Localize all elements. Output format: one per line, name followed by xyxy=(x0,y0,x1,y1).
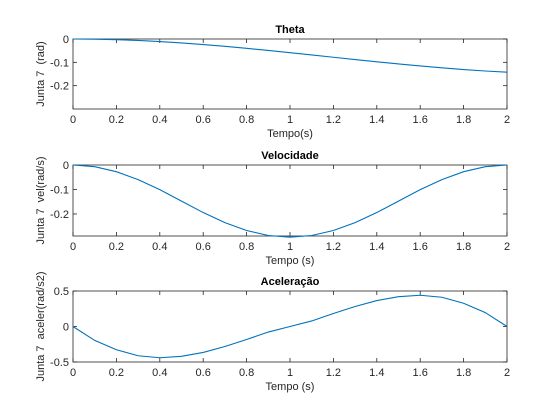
x-tick-label: 0.8 xyxy=(239,367,254,379)
x-tick-label: 0.4 xyxy=(152,241,167,253)
x-tick-label: 0.6 xyxy=(196,114,211,126)
plot-frame xyxy=(72,38,508,110)
y-tick-label: -0.2 xyxy=(50,209,69,221)
x-tick-label: 0 xyxy=(70,367,76,379)
x-tick-label: 1.6 xyxy=(413,241,428,253)
y-axis-label: Junta 7 aceler(rad/s2) xyxy=(35,271,47,381)
x-tick-label: 0.6 xyxy=(196,367,211,379)
x-tick-label: 1.8 xyxy=(456,114,471,126)
chart-title: Aceleração xyxy=(261,276,320,288)
y-tick-label: -0.1 xyxy=(50,57,69,69)
chart-title: Theta xyxy=(275,24,305,36)
x-tick-label: 0.8 xyxy=(239,241,254,253)
x-tick-label: 0.2 xyxy=(109,367,124,379)
x-tick-label: 2 xyxy=(504,367,510,379)
x-tick-label: 1 xyxy=(287,241,293,253)
y-axis-label: Junta 7 (rad) xyxy=(35,41,47,106)
subplot-3: Aceleração 0 0.2 0.4 0.6 0.8 1 1.2 1.4 1.6 1.8 2 0.5… xyxy=(35,271,510,393)
x-tick-label: 1.6 xyxy=(413,114,428,126)
x-tick-label: 1 xyxy=(287,367,293,379)
subplot-2: Velocidade 0 0.2 0.4 0.6 0.8 1 1.2 1.4 1.6 1.8 2 0 -0… xyxy=(35,150,510,267)
subplot-1: Theta 0 0.2 0.4 0.6 0.8 1 1.2 1.4 1.6 1.8 2 0 -0.1 -0.… xyxy=(35,24,510,140)
y-tick-label: 0.5 xyxy=(54,286,69,298)
chart-title: Velocidade xyxy=(261,150,318,162)
x-tick-label: 0 xyxy=(70,241,76,253)
x-tick-label: 1.6 xyxy=(413,367,428,379)
x-tick-label: 1 xyxy=(287,114,293,126)
x-tick-label: 0.2 xyxy=(109,241,124,253)
series-line xyxy=(72,294,508,359)
x-tick-label: 1.8 xyxy=(456,367,471,379)
x-tick-label: 0.8 xyxy=(239,114,254,126)
x-tick-label: 2 xyxy=(504,241,510,253)
x-tick-label: 1.4 xyxy=(369,241,384,253)
x-tick-label: 2 xyxy=(504,114,510,126)
y-tick-label: 0 xyxy=(63,34,69,46)
x-axis-label: Tempo(s) xyxy=(267,128,313,140)
x-axis-label: Tempo (s) xyxy=(266,381,315,393)
x-tick-label: 0 xyxy=(70,114,76,126)
y-tick-label: 0 xyxy=(63,160,69,172)
x-tick-label: 1.4 xyxy=(369,114,384,126)
series-line xyxy=(72,164,508,238)
x-axis-label: Tempo (s) xyxy=(266,255,315,267)
x-tick-label: 1.2 xyxy=(326,114,341,126)
x-tick-label: 1.4 xyxy=(369,367,384,379)
x-tick-label: 1.8 xyxy=(456,241,471,253)
series-line xyxy=(72,38,508,73)
x-tick-label: 0.4 xyxy=(152,367,167,379)
y-tick-label: -0.2 xyxy=(50,81,69,93)
subplot-panels: Theta 0 0.2 0.4 0.6 0.8 1 1.2 1.4 1.6 1.8 2 0 -0.1 -0.… xyxy=(35,24,510,393)
x-tick-label: 0.6 xyxy=(196,241,211,253)
y-tick-label: -0.5 xyxy=(50,357,69,369)
y-axis-label: Junta 7 vel(rad/s) xyxy=(35,156,47,244)
y-tick-label: -0.1 xyxy=(50,184,69,196)
x-tick-label: 1.2 xyxy=(326,367,341,379)
y-tick-label: 0 xyxy=(63,322,69,334)
plot-frame xyxy=(72,164,508,237)
x-tick-label: 1.2 xyxy=(326,241,341,253)
x-tick-label: 0.4 xyxy=(152,114,167,126)
x-tick-label: 0.2 xyxy=(109,114,124,126)
